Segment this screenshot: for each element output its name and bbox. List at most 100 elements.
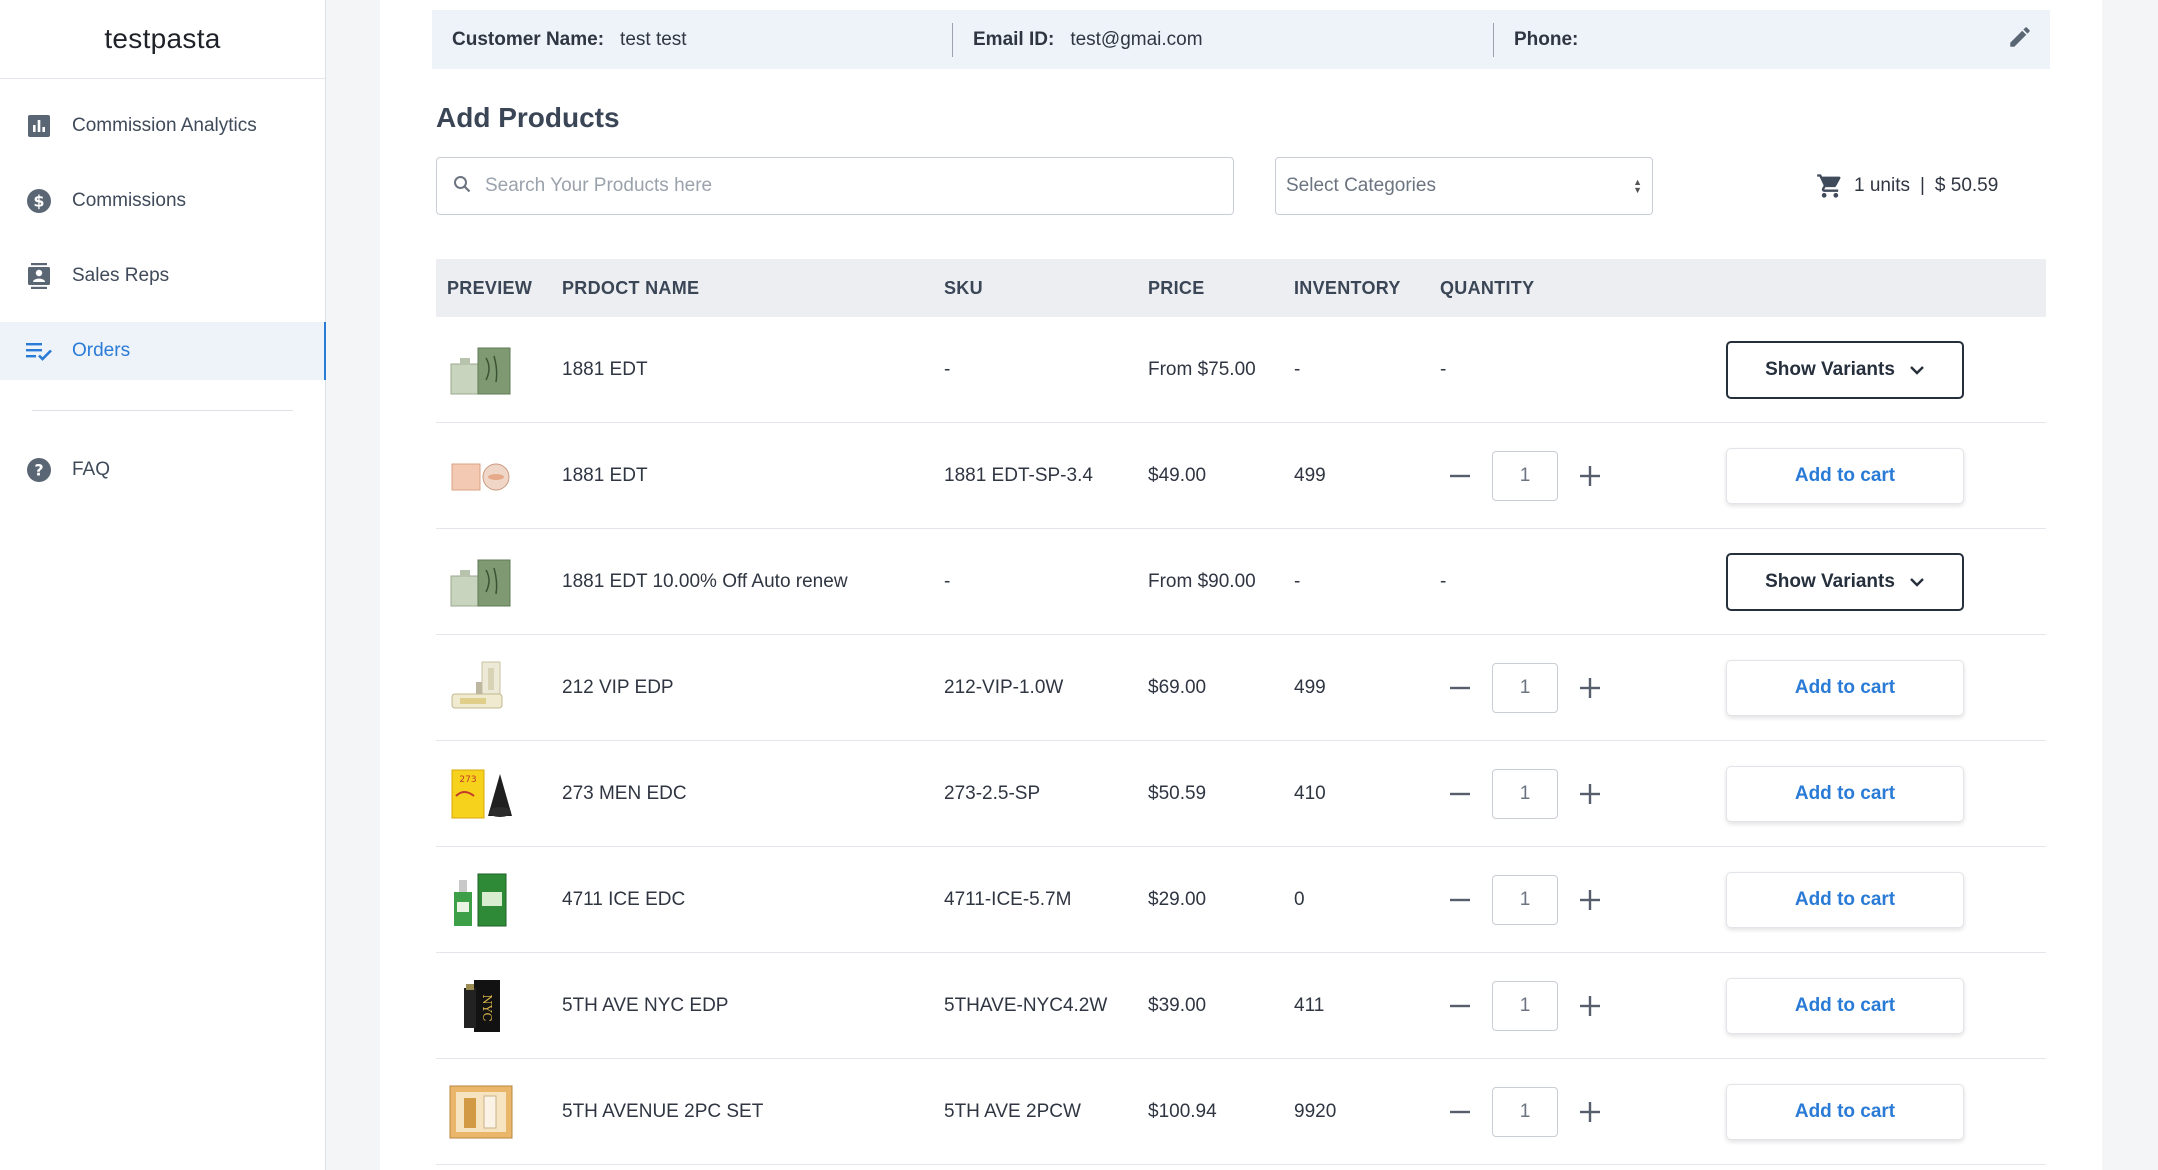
action-cell: Add to cart (1716, 1083, 2046, 1140)
cart-icon (1816, 172, 1844, 200)
product-price: $29.00 (1148, 888, 1207, 910)
product-name: 1881 EDT (562, 464, 648, 486)
increment-button[interactable] (1570, 774, 1610, 814)
preview-cell (436, 554, 562, 610)
add-to-cart-label: Add to cart (1794, 1100, 1896, 1122)
category-select[interactable]: Select Categories ▲ ▼ (1275, 157, 1653, 215)
list-check-icon (26, 338, 52, 364)
add-to-cart-label: Add to cart (1794, 994, 1896, 1016)
decrement-button[interactable] (1440, 456, 1480, 496)
preview-cell (436, 342, 562, 398)
preview-cell (436, 448, 562, 504)
product-thumbnail (448, 554, 562, 610)
decrement-button[interactable] (1440, 880, 1480, 920)
svg-text:273: 273 (459, 775, 476, 785)
table-row: 273 273 MEN EDC 273-2.5-SP $50.59 410 Ad… (436, 741, 2046, 847)
divider (1493, 22, 1494, 57)
customer-phone-label: Phone: (1514, 28, 1579, 50)
sidebar-item-label: Orders (72, 340, 131, 361)
add-to-cart-label: Add to cart (1794, 782, 1896, 804)
sidebar-item-commission-analytics[interactable]: Commission Analytics (0, 97, 325, 155)
add-to-cart-button[interactable]: Add to cart (1726, 447, 1964, 504)
product-inventory: 0 (1294, 888, 1305, 910)
product-thumbnail (448, 342, 562, 398)
action-cell: Add to cart (1716, 447, 2046, 504)
increment-button[interactable] (1570, 986, 1610, 1026)
quantity-stepper (1440, 450, 1716, 501)
product-sku: - (944, 358, 951, 380)
add-to-cart-button[interactable]: Add to cart (1726, 659, 1964, 716)
product-inventory: 499 (1294, 676, 1326, 698)
quantity-cell (1440, 980, 1716, 1031)
main-panel: Customer Name: test test Email ID: test@… (380, 0, 2102, 1170)
quantity-cell (1440, 768, 1716, 819)
quantity-cell: - (1440, 359, 1716, 381)
sidebar-item-commissions[interactable]: $ Commissions (0, 172, 325, 230)
preview-cell (436, 1084, 562, 1140)
product-name: 1881 EDT 10.00% Off Auto renew (562, 570, 848, 592)
svg-text:NYC: NYC (480, 994, 494, 1021)
edit-customer-button[interactable] (1990, 10, 2050, 69)
add-to-cart-button[interactable]: Add to cart (1726, 765, 1964, 822)
add-to-cart-button[interactable]: Add to cart (1726, 871, 1964, 928)
show-variants-button[interactable]: Show Variants (1726, 340, 1964, 399)
sidebar-item-label: Sales Reps (72, 265, 170, 286)
brand-name: testpasta (0, 0, 325, 79)
sidebar-item-orders[interactable]: Orders (0, 322, 326, 380)
customer-email-label: Email ID: (973, 28, 1055, 50)
increment-button[interactable] (1570, 668, 1610, 708)
product-sku: 1881 EDT-SP-3.4 (944, 464, 1093, 486)
preview-cell: NYC (436, 978, 562, 1034)
table-row: 5TH AVENUE 2PC SET 5TH AVE 2PCW $100.94 … (436, 1059, 2046, 1165)
product-search-box[interactable] (436, 157, 1234, 215)
add-to-cart-label: Add to cart (1794, 464, 1896, 486)
product-inventory: 410 (1294, 782, 1326, 804)
product-price: $49.00 (1148, 464, 1207, 486)
product-name: 1881 EDT (562, 358, 648, 380)
quantity-input[interactable] (1492, 662, 1558, 713)
quantity-input[interactable] (1492, 874, 1558, 925)
product-sku: 212-VIP-1.0W (944, 676, 1064, 698)
preview-cell (436, 660, 562, 716)
chevron-down-icon (1909, 577, 1925, 587)
table-row: 212 VIP EDP 212-VIP-1.0W $69.00 499 Add … (436, 635, 2046, 741)
increment-button[interactable] (1570, 456, 1610, 496)
column-header-quantity: QUANTITY (1440, 277, 1535, 298)
decrement-button[interactable] (1440, 668, 1480, 708)
show-variants-label: Show Variants (1765, 358, 1895, 380)
table-row: 1881 EDT 1881 EDT-SP-3.4 $49.00 499 Add … (436, 423, 2046, 529)
sidebar-item-faq[interactable]: ? FAQ (0, 441, 325, 499)
product-thumbnail (448, 872, 562, 928)
cart-units: 1 units (1854, 175, 1910, 196)
decrement-button[interactable] (1440, 774, 1480, 814)
customer-name-field: Customer Name: test test (432, 10, 952, 69)
table-header: PREVIEW PRDOCT NAME SKU PRICE INVENTORY … (436, 259, 2046, 317)
quantity-input[interactable] (1492, 768, 1558, 819)
product-sku: - (944, 570, 951, 592)
preview-cell (436, 872, 562, 928)
add-to-cart-button[interactable]: Add to cart (1726, 977, 1964, 1034)
search-input[interactable] (485, 175, 1185, 197)
show-variants-button[interactable]: Show Variants (1726, 552, 1964, 611)
product-thumbnail: NYC (448, 978, 562, 1034)
product-price: $100.94 (1148, 1100, 1217, 1122)
quantity-stepper (1440, 980, 1716, 1031)
table-body: 1881 EDT - From $75.00 - - Show Variants… (436, 317, 2046, 1165)
quantity-input[interactable] (1492, 450, 1558, 501)
increment-button[interactable] (1570, 880, 1610, 920)
increment-button[interactable] (1570, 1092, 1610, 1132)
sidebar-item-sales-reps[interactable]: Sales Reps (0, 247, 325, 305)
sort-arrows-icon: ▲ ▼ (1633, 177, 1642, 195)
add-to-cart-button[interactable]: Add to cart (1726, 1083, 1964, 1140)
quantity-input[interactable] (1492, 1086, 1558, 1137)
customer-email-value: test@gmai.com (1070, 28, 1203, 50)
cart-summary[interactable]: 1 units | $ 50.59 (1816, 166, 1998, 206)
action-cell: Show Variants (1716, 552, 2046, 611)
decrement-button[interactable] (1440, 1092, 1480, 1132)
chevron-down-icon (1909, 365, 1925, 375)
column-header-preview: PREVIEW (447, 277, 533, 298)
divider (952, 22, 953, 57)
decrement-button[interactable] (1440, 986, 1480, 1026)
quantity-input[interactable] (1492, 980, 1558, 1031)
customer-name-label: Customer Name: (452, 28, 605, 50)
